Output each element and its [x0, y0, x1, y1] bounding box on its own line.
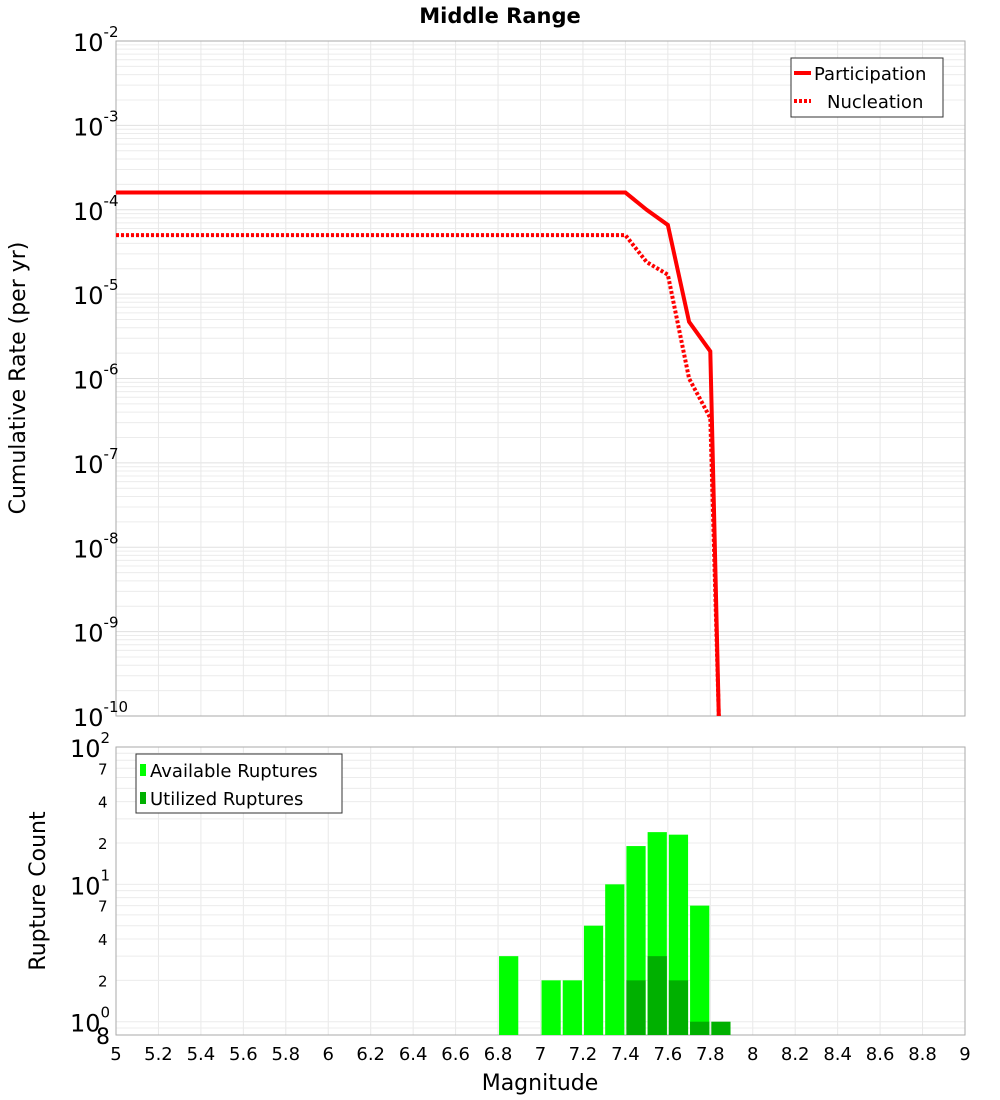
x-tick-label: 7: [535, 1044, 546, 1065]
legend: [790, 57, 944, 118]
bar-available: [499, 956, 519, 1035]
y-tick-label: 7: [98, 760, 108, 778]
y-tick-label: 10-6: [73, 361, 119, 395]
bottom-plot-border: [115, 746, 966, 1036]
x-tick-label: 6: [323, 1044, 334, 1065]
x-tick-label: 9: [959, 1044, 970, 1065]
y-tick-label: 10-2: [73, 23, 119, 57]
x-axis-label: Magnitude: [482, 1071, 599, 1096]
y-tick-label: 2: [98, 972, 108, 990]
bar-available: [605, 884, 625, 1035]
x-tick-label: 6.2: [356, 1044, 385, 1065]
y-tick-label: 101: [70, 866, 110, 900]
y-tick-label: 10-8: [73, 529, 119, 563]
legend-label: Utilized Ruptures: [150, 789, 303, 810]
x-tick-label: 5.6: [229, 1044, 258, 1065]
x-tick-label: 6.8: [484, 1044, 513, 1065]
bar-available: [562, 980, 582, 1035]
y-axis-label-bottom: Rupture Count: [26, 811, 51, 971]
y-tick-base: 10: [70, 735, 101, 763]
y-tick-base: 10: [70, 1010, 101, 1038]
top-plot-border: [115, 40, 966, 717]
y-tick-exponent: -5: [104, 276, 119, 294]
legend-label: Participation: [814, 64, 926, 85]
y-tick-exponent: -3: [104, 107, 119, 125]
legend-bottom: [135, 753, 343, 814]
y-tick-exponent: 0: [101, 1004, 111, 1022]
y-tick-exponent: -4: [104, 192, 119, 210]
x-tick-label: 7.6: [654, 1044, 683, 1065]
y-tick-label: 8: [96, 1025, 110, 1050]
legend-label: Nucleation: [827, 92, 923, 113]
y-tick-label: 10-9: [73, 614, 119, 648]
y-tick-label: 10-10: [73, 698, 128, 732]
x-tick-label: 8: [747, 1044, 758, 1065]
bar-available: [690, 905, 710, 1035]
y-tick-label: 4: [98, 794, 108, 812]
x-tick-label: 5.4: [187, 1044, 216, 1065]
bar-utilized: [690, 1021, 710, 1035]
y-tick-label: 7: [98, 898, 108, 916]
bar-available: [583, 925, 604, 1035]
y-tick-label: 10-3: [73, 107, 119, 141]
y-tick-exponent: -10: [104, 698, 129, 716]
bar-utilized: [647, 956, 667, 1035]
y-axis-label: Cumulative Rate (per yr): [6, 242, 31, 515]
y-tick-label: 4: [98, 931, 108, 949]
bar-available: [541, 980, 561, 1035]
bar-utilized: [626, 980, 646, 1035]
y-tick-exponent: -7: [104, 445, 119, 463]
y-tick-label: 10-5: [73, 276, 119, 310]
y-tick-exponent: 2: [101, 729, 111, 747]
bar-utilized: [668, 980, 689, 1035]
chart-title: Middle Range: [419, 4, 580, 28]
x-tick-label: 8.4: [823, 1044, 852, 1065]
y-tick-label: 100: [70, 1004, 110, 1038]
x-tick-label: 8.6: [866, 1044, 895, 1065]
legend-swatch: [140, 764, 146, 776]
legend-swatch: [140, 792, 146, 804]
x-tick-label: 7.8: [696, 1044, 725, 1065]
x-tick-label: 6.6: [441, 1044, 470, 1065]
x-tick-label: 8.8: [908, 1044, 937, 1065]
y-tick-label: 2: [98, 835, 108, 853]
legend-label: Available Ruptures: [150, 761, 318, 782]
y-tick-label: 10-4: [73, 192, 119, 226]
bar-utilized: [711, 1021, 731, 1035]
y-tick-exponent: -2: [104, 23, 119, 41]
y-tick-base: 10: [70, 872, 101, 900]
x-tick-label: 5.8: [271, 1044, 300, 1065]
y-tick-label: 10-7: [73, 445, 119, 479]
series-line-participation: [116, 190, 721, 717]
x-tick-label: 5: [110, 1044, 121, 1065]
y-tick-exponent: -9: [104, 614, 119, 632]
x-tick-label: 7.2: [569, 1044, 598, 1065]
x-tick-label: 5.2: [144, 1044, 173, 1065]
y-tick-exponent: 1: [101, 866, 111, 884]
x-tick-label: 8.2: [781, 1044, 810, 1065]
x-tick-label: 6.4: [399, 1044, 428, 1065]
x-tick-label: 7.4: [611, 1044, 640, 1065]
y-tick-label: 102: [70, 729, 110, 763]
y-tick-exponent: -8: [104, 529, 119, 547]
y-tick-exponent: -6: [104, 361, 119, 379]
